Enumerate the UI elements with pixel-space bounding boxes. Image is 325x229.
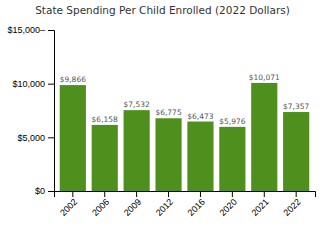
bars [60, 83, 310, 191]
x-tick: 2006 [90, 191, 111, 218]
y-tick-mark [48, 137, 54, 138]
y-tick: $0 [35, 186, 54, 196]
y-axis: $0 $5,000 $10,000 $15,000– [7, 25, 54, 196]
x-tick-label: 2022 [281, 197, 302, 218]
x-tick: 2021 [250, 191, 271, 218]
data-label: $7,357 [283, 102, 309, 111]
x-tick-label: 2012 [154, 197, 175, 218]
y-tick-mark [48, 84, 54, 85]
x-axis: 2002 2006 2009 2012 2016 2020 2021 2022 [55, 191, 316, 218]
bar [155, 118, 181, 191]
plot-area: $9,866 $6,158 $7,532 $6,775 $6,473 $5,976 $10,… [7, 25, 315, 218]
y-tick-label: $0 [35, 186, 45, 196]
y-tick-label: $15,000– [7, 25, 45, 35]
x-tick-mark [232, 191, 233, 197]
x-axis-line [55, 192, 316, 198]
y-tick-label: $10,000 [12, 79, 45, 89]
x-tick-label: 2006 [90, 197, 111, 218]
data-label: $9,866 [60, 75, 86, 84]
title: State Spending Per Child Enrolled (2022 … [35, 4, 290, 16]
x-tick-mark [264, 191, 265, 197]
x-tick-mark [200, 191, 201, 197]
data-labels: $9,866 $6,158 $7,532 $6,775 $6,473 $5,976 $10,… [60, 73, 310, 126]
bar [283, 112, 309, 191]
bar [219, 127, 245, 191]
bar [60, 85, 86, 191]
data-label: $10,071 [249, 73, 280, 82]
bar [251, 83, 277, 191]
x-tick-mark [168, 191, 169, 197]
data-label: $7,532 [124, 100, 150, 109]
bar [187, 122, 213, 191]
y-tick: $15,000– [7, 25, 54, 35]
bar [92, 125, 118, 191]
x-tick-label: 2020 [218, 197, 239, 218]
x-tick: 2012 [154, 191, 175, 218]
x-tick-label: 2021 [250, 197, 271, 218]
y-tick-mark [48, 30, 54, 31]
y-tick: $10,000 [12, 79, 54, 89]
y-tick: $5,000 [17, 133, 54, 143]
y-tick-mark [48, 191, 54, 192]
x-tick: 2020 [218, 191, 239, 218]
x-tick: 2002 [58, 191, 79, 218]
data-label: $6,158 [92, 115, 118, 124]
y-axis-line [48, 31, 55, 192]
bar [124, 110, 150, 191]
chart: $9,866 $6,158 $7,532 $6,775 $6,473 $5,976 $10,… [0, 0, 325, 229]
x-tick-label: 2002 [58, 197, 79, 218]
x-tick-mark [136, 191, 137, 197]
y-tick-label: $5,000 [17, 133, 45, 143]
data-label: $6,473 [187, 112, 213, 121]
x-tick-mark [296, 191, 297, 197]
x-tick-label: 2009 [122, 197, 143, 218]
x-tick: 2009 [122, 191, 143, 218]
x-tick: 2016 [186, 191, 207, 218]
x-tick: 2022 [281, 191, 302, 218]
x-tick-mark [72, 191, 73, 197]
x-tick-label: 2016 [186, 197, 207, 218]
x-tick-mark [104, 191, 105, 197]
data-label: $5,976 [219, 117, 245, 126]
data-label: $6,775 [155, 108, 181, 117]
